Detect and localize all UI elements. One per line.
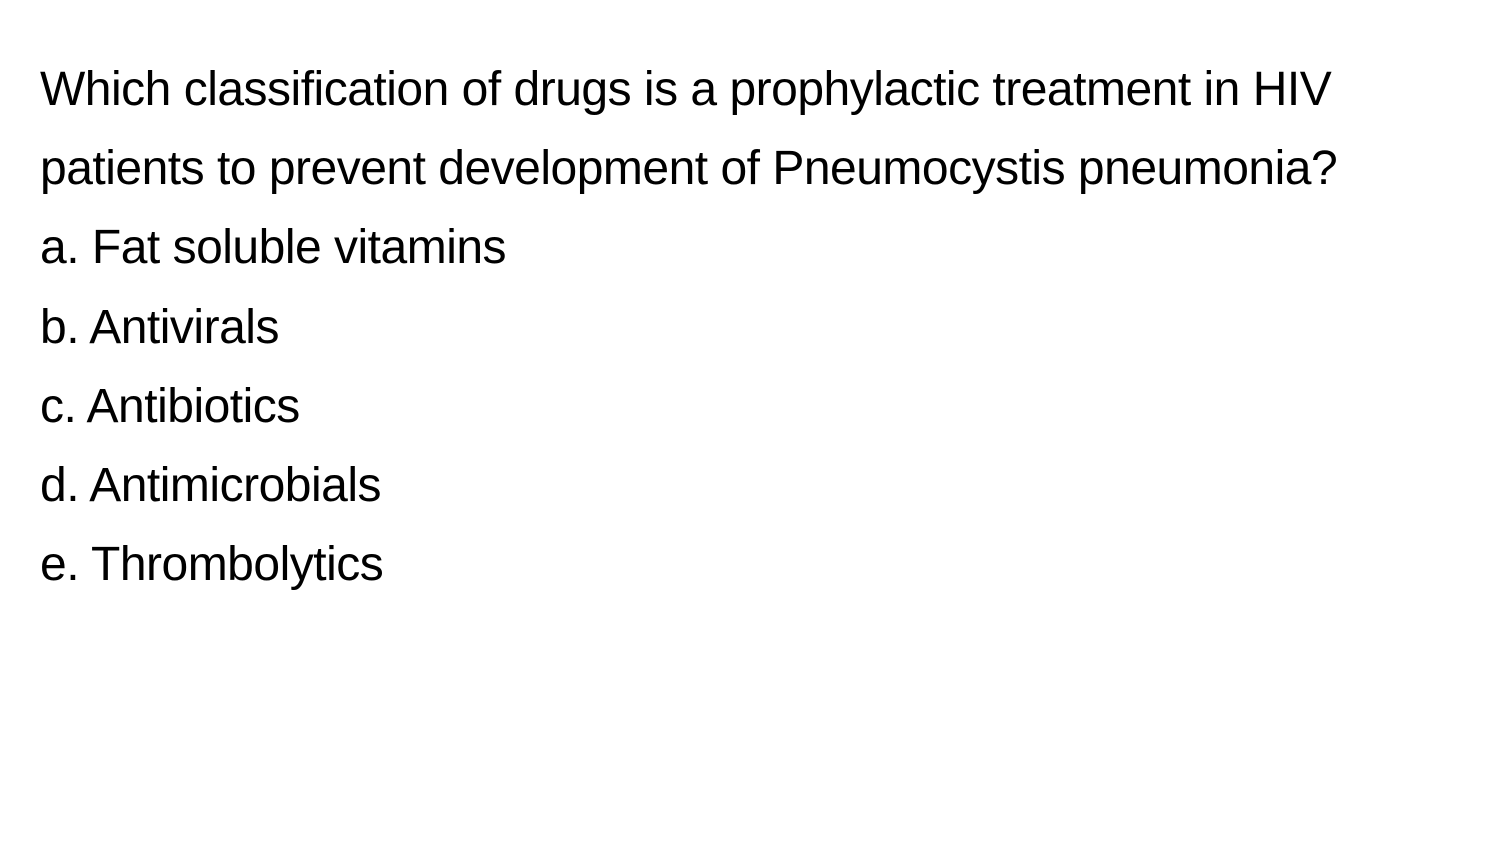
option-e-text: Thrombolytics (91, 538, 383, 591)
option-a: a. Fat soluble vitamins (40, 208, 1460, 287)
option-b: b. Antivirals (40, 288, 1460, 367)
option-b-text: Antivirals (89, 301, 279, 354)
option-a-label: a. (40, 221, 79, 274)
option-e-label: e. (40, 538, 79, 591)
option-d: d. Antimicrobials (40, 446, 1460, 525)
option-b-label: b. (40, 301, 79, 354)
option-a-text: Fat soluble vitamins (92, 221, 506, 274)
option-c-text: Antibiotics (87, 380, 300, 433)
question-text: Which classification of drugs is a proph… (40, 50, 1460, 208)
option-d-label: d. (40, 459, 79, 512)
option-c-label: c. (40, 380, 76, 433)
options-list: a. Fat soluble vitamins b. Antivirals c.… (40, 208, 1460, 604)
option-c: c. Antibiotics (40, 367, 1460, 446)
option-e: e. Thrombolytics (40, 525, 1460, 604)
option-d-text: Antimicrobials (89, 459, 381, 512)
